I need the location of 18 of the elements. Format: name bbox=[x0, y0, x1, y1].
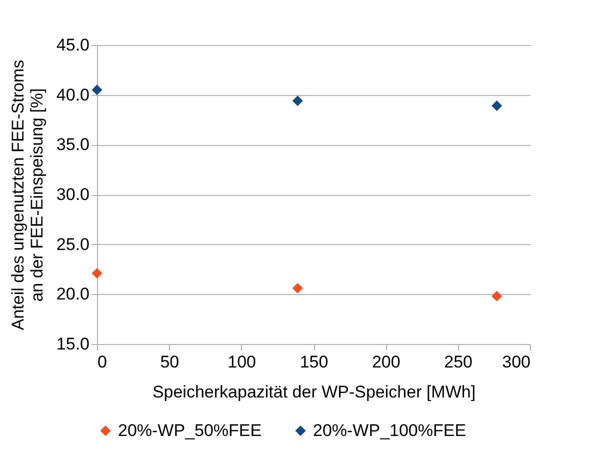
x-tick-label: 50 bbox=[160, 352, 180, 372]
y-tick-label: 25.0 bbox=[56, 234, 90, 254]
x-tick-label: 300 bbox=[502, 352, 530, 372]
x-tick-label: 100 bbox=[228, 352, 256, 372]
legend-label: 20%-WP_50%FEE bbox=[118, 420, 262, 440]
y-tick-label: 20.0 bbox=[56, 284, 90, 304]
y-tick-label: 40.0 bbox=[56, 85, 90, 104]
legend-label: 20%-WP_100%FEE bbox=[313, 420, 466, 440]
x-tick-label: 250 bbox=[444, 352, 473, 372]
x-tick-label: 200 bbox=[372, 352, 400, 372]
y-tick-label: 45.0 bbox=[56, 36, 90, 54]
x-tick-label: 150 bbox=[300, 352, 328, 372]
y-tick-label: 15.0 bbox=[56, 334, 90, 354]
y-axis-title: Anteil des ungenutzten FEE-Stroms an der FEE-Einspeisung [%] bbox=[8, 60, 46, 330]
y-tick-label: 30.0 bbox=[56, 185, 90, 204]
x-tick-label: 0 bbox=[98, 352, 107, 372]
x-axis-title: Speicherkapazität der WP-Speicher [MWh] bbox=[152, 382, 476, 402]
y-tick-label: 35.0 bbox=[56, 135, 90, 154]
